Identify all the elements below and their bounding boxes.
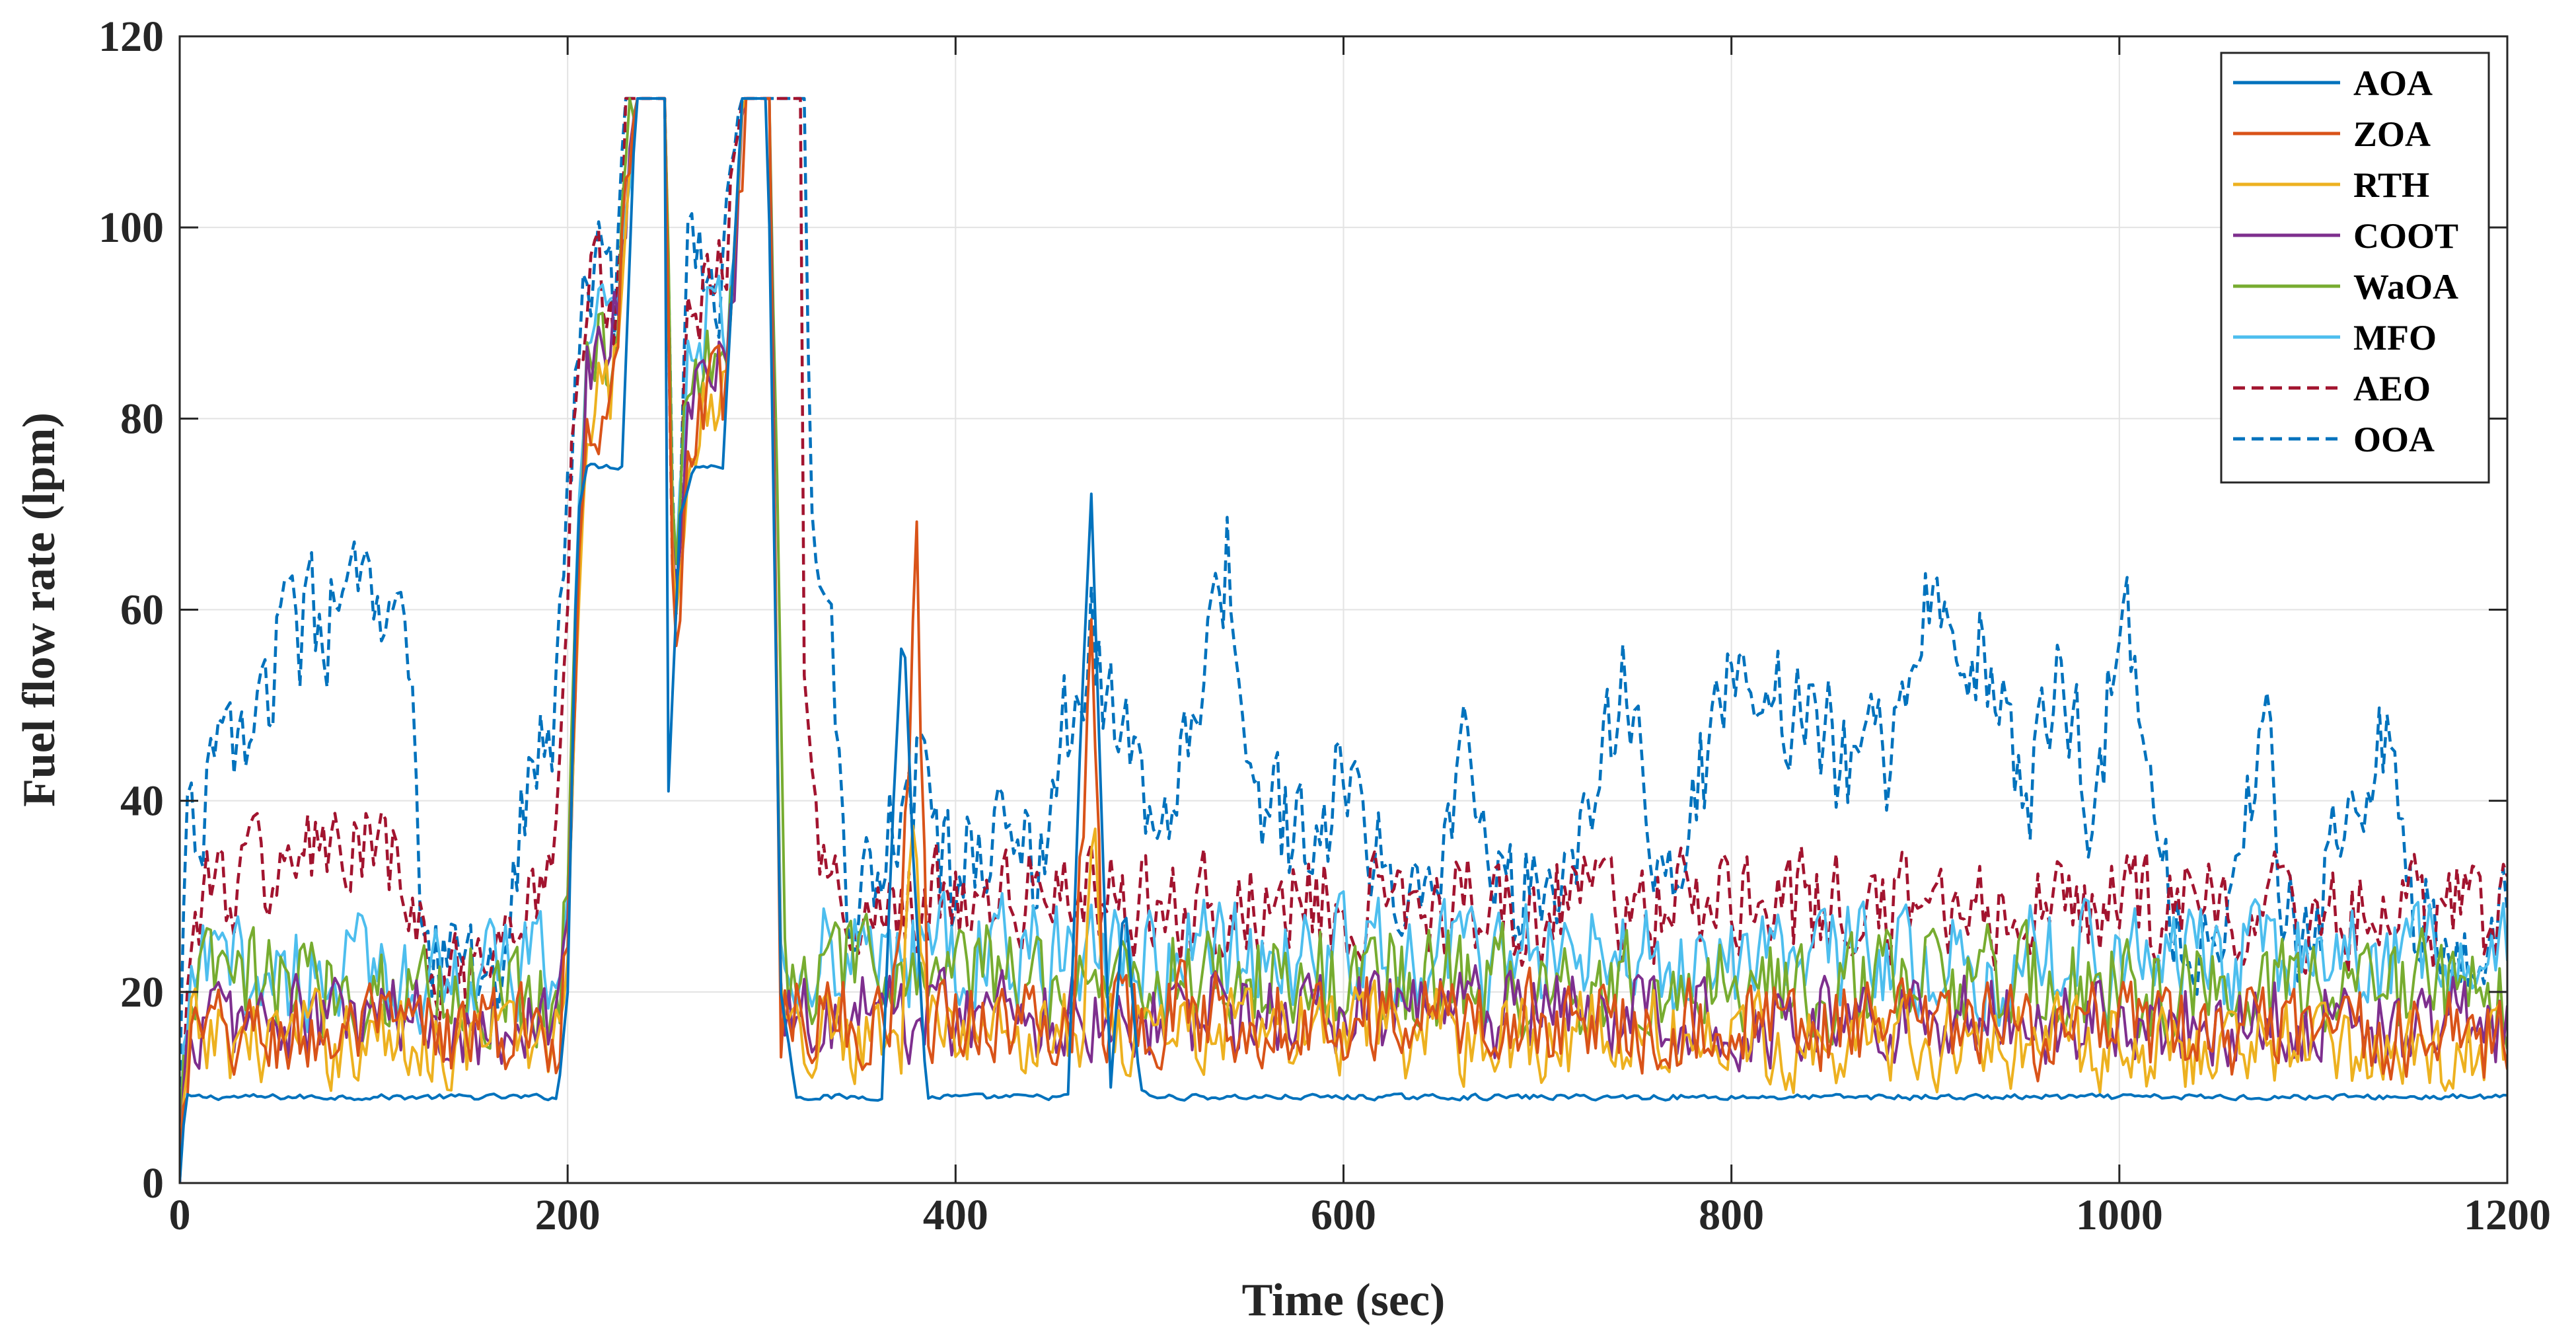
legend-label-coot: COOT (2353, 216, 2458, 256)
legend-label-zoa: ZOA (2353, 114, 2431, 154)
legend-label-ooa: OOA (2353, 420, 2435, 459)
legend-label-aeo: AEO (2353, 369, 2431, 408)
series-line-aoa (180, 97, 2507, 1183)
y-tick-label: 0 (142, 1159, 164, 1207)
x-tick-label: 1000 (2076, 1191, 2163, 1239)
y-tick-label: 60 (120, 586, 164, 634)
x-tick-label: 0 (169, 1191, 191, 1239)
legend-label-mfo: MFO (2353, 318, 2437, 358)
x-tick-label: 800 (1699, 1191, 1764, 1239)
y-tick-label: 20 (120, 968, 164, 1016)
x-axis-label: Time (sec) (1242, 1275, 1446, 1326)
series-layer (180, 96, 2507, 1183)
y-tick-label: 80 (120, 395, 164, 443)
legend-label-waoa: WaOA (2353, 267, 2458, 307)
legend-label-rth: RTH (2353, 165, 2429, 205)
x-tick-label: 200 (535, 1191, 601, 1239)
legend-box (2220, 52, 2490, 484)
y-axis-label: Fuel flow rate (lpm) (14, 412, 65, 807)
legend: AOA ZOA RTH COOT WaOA MFO AEO OOA (2220, 52, 2490, 484)
y-tick-label: 120 (98, 13, 164, 61)
x-tick-label: 600 (1311, 1191, 1376, 1239)
axis-ticks: 0 200 400 600 800 1000 1200 0 20 40 60 80 100 120 (98, 13, 2551, 1239)
legend-label-aoa: AOA (2353, 63, 2433, 103)
y-tick-label: 100 (98, 204, 164, 252)
x-tick-label: 1200 (2464, 1191, 2551, 1239)
series-line-ooa (180, 96, 2507, 1087)
y-tick-label: 40 (120, 777, 164, 825)
x-tick-label: 400 (923, 1191, 988, 1239)
